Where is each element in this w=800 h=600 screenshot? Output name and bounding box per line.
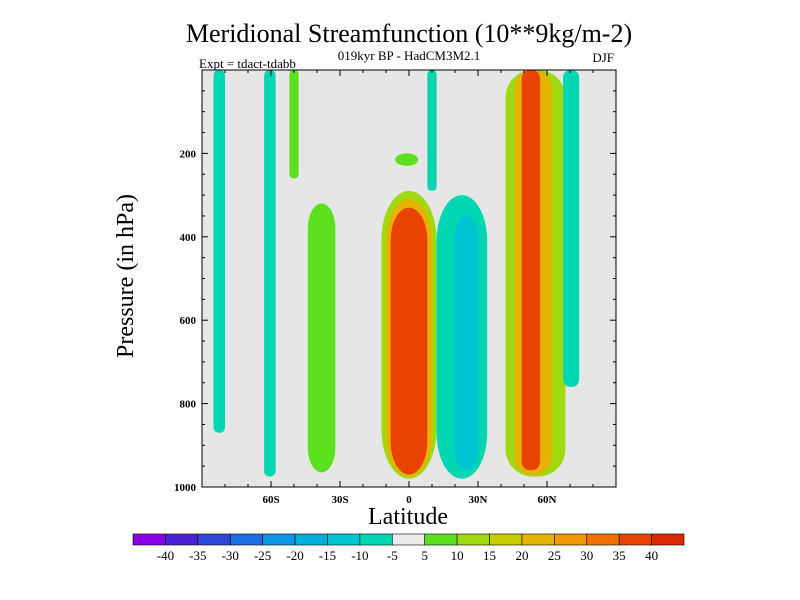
y-tick-label: 400 <box>180 232 197 244</box>
colorbar-level-label: -35 <box>189 548 206 563</box>
colorbar-swatch <box>618 533 652 546</box>
colorbar-swatch <box>554 533 588 546</box>
colorbar: -40 -35 -30 -25 -20 -15 -10 -5 5 10 15 20 25 30 35 40 <box>132 533 685 563</box>
colorbar-swatch <box>489 533 523 546</box>
contour-region-3 <box>307 203 336 473</box>
colorbar-level-label: 15 <box>483 548 496 563</box>
colorbar-swatch <box>424 533 458 546</box>
colorbar-level-label: -40 <box>157 548 174 563</box>
season-label: DJF <box>592 50 614 65</box>
colorbar-swatch <box>456 533 490 546</box>
plot-area <box>201 69 617 488</box>
x-tick-label: 0 <box>406 494 412 506</box>
colorbar-level-label: 35 <box>613 548 626 563</box>
x-tick-label: 60S <box>262 494 279 506</box>
x-tick-label: 30S <box>331 494 348 506</box>
colorbar-swatch <box>586 533 620 546</box>
contour-region-13 <box>521 70 541 471</box>
contour-region-10 <box>455 215 478 471</box>
colorbar-level-label: 5 <box>421 548 428 563</box>
colorbar-swatch <box>521 533 555 546</box>
colorbar-level-label: 40 <box>645 548 658 563</box>
colorbar-swatch <box>197 533 231 546</box>
colorbar-level-label: -15 <box>319 548 336 563</box>
x-tick-label: 60N <box>538 494 557 506</box>
contour-region-2 <box>289 70 299 179</box>
colorbar-level-label: 25 <box>548 548 561 563</box>
colorbar-swatch <box>165 533 199 546</box>
y-tick-label: 200 <box>180 148 197 160</box>
y-tick-label: 600 <box>180 315 197 327</box>
y-axis-label: Pressure (in hPa) <box>113 194 139 358</box>
colorbar-swatch <box>132 533 166 546</box>
colorbar-level-label: -5 <box>387 548 398 563</box>
colorbar-level-label: -30 <box>222 548 239 563</box>
contour-region-6 <box>390 207 428 475</box>
colorbar-swatch <box>327 533 361 546</box>
contour-region-8 <box>427 70 437 191</box>
colorbar-level-label: -25 <box>254 548 271 563</box>
x-axis: 60S 30S 0 30N 60N <box>201 70 617 506</box>
experiment-label: Expt = tdact-tdabb <box>199 56 296 71</box>
colorbar-level-label: 10 <box>451 548 464 563</box>
y-axis: 200 400 600 800 1000 <box>174 69 616 494</box>
colorbar-swatch <box>229 533 263 546</box>
chart-subtitle: 019kyr BP - HadCM3M2.1 <box>338 48 481 63</box>
contour-region-0 <box>213 70 225 433</box>
y-tick-label: 1000 <box>174 482 197 494</box>
colorbar-swatch <box>651 533 685 546</box>
colorbar-level-label: 20 <box>515 548 528 563</box>
x-tick-label: 30N <box>469 494 488 506</box>
colorbar-swatch <box>391 533 426 546</box>
chart-title: Meridional Streamfunction (10**9kg/m-2) <box>186 19 632 48</box>
colorbar-swatch <box>294 533 328 546</box>
colorbar-level-label: 30 <box>580 548 593 563</box>
contour-region-1 <box>264 70 276 477</box>
colorbar-level-label: -20 <box>286 548 303 563</box>
colorbar-swatch <box>359 533 393 546</box>
contour-region-7 <box>395 153 419 166</box>
contour-region-14 <box>563 70 580 387</box>
x-axis-label: Latitude <box>368 504 448 530</box>
y-tick-label: 800 <box>180 399 197 411</box>
colorbar-level-label: -10 <box>351 548 368 563</box>
colorbar-swatch <box>262 533 296 546</box>
